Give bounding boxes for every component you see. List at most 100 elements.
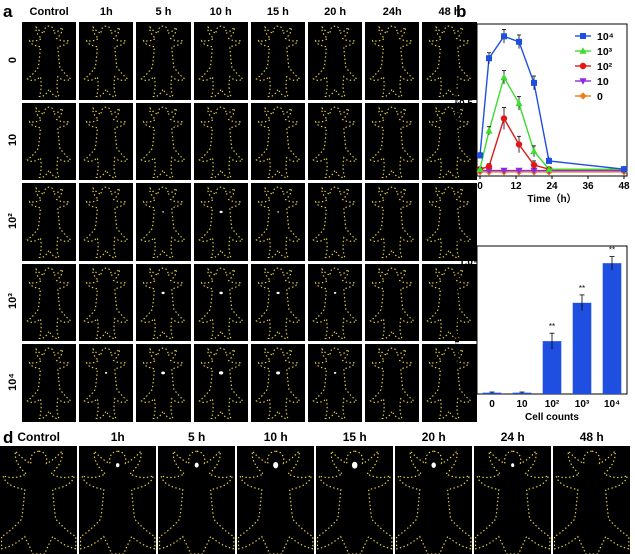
- image-panel: [193, 183, 248, 261]
- animal-outline: [0, 446, 77, 554]
- panel-b-line-chart: 0 12 24 36 48 0.0 0.5 1.0 Time（h） Normalized inte…: [455, 23, 630, 205]
- panel-d-label: d: [3, 428, 14, 447]
- data-point: [579, 92, 587, 100]
- animal-outline: [79, 103, 133, 181]
- y-tick-label: 1.0: [459, 30, 473, 41]
- image-panel: [250, 183, 305, 261]
- image-panel: [79, 446, 157, 554]
- image-panel: [365, 344, 420, 422]
- animal-outline: [22, 103, 76, 181]
- image-panel: [22, 22, 77, 100]
- animal-outline: [158, 446, 235, 554]
- x-tick-label: 12: [510, 181, 522, 192]
- dotted-outline: [256, 187, 299, 257]
- luminescence-signal: [105, 372, 108, 374]
- data-point: [500, 73, 508, 81]
- row-label: 10: [7, 134, 19, 147]
- data-point: [546, 157, 552, 164]
- dotted-outline: [85, 348, 128, 418]
- image-panel: [193, 344, 248, 422]
- animal-outline: [316, 446, 393, 554]
- data-point: [515, 167, 523, 175]
- data-point: [486, 55, 492, 62]
- luminescence-signal: [161, 291, 166, 294]
- image-panel: [79, 102, 134, 181]
- column-header: Control: [17, 430, 61, 444]
- dotted-outline: [313, 26, 356, 96]
- x-tick-label: 10³: [575, 399, 590, 410]
- image-panel: [365, 22, 420, 100]
- animal-outline: [422, 103, 476, 181]
- legend-label: 10²: [597, 61, 613, 73]
- animal-outline: [308, 183, 362, 261]
- data-point: [501, 33, 507, 40]
- animal-outline: [79, 22, 133, 100]
- dotted-outline: [2, 451, 76, 554]
- column-header: 24h: [382, 6, 402, 18]
- dotted-outline: [428, 268, 471, 338]
- dotted-outline: [27, 26, 70, 96]
- x-axis-label: Time（h）: [527, 192, 576, 205]
- animal-outline: [474, 446, 551, 554]
- bar: [482, 392, 502, 394]
- dotted-outline: [199, 348, 242, 418]
- dotted-outline: [428, 348, 471, 418]
- dotted-outline: [27, 348, 70, 418]
- animal-outline: [79, 344, 133, 422]
- luminescence-signal: [277, 211, 279, 213]
- panel-b-label: b: [456, 2, 467, 21]
- row-label: 10⁴: [7, 372, 19, 391]
- animal-outline: [251, 344, 305, 422]
- x-tick-label: 10: [516, 399, 528, 410]
- luminescence-signal: [351, 461, 358, 469]
- animal-outline: [136, 22, 190, 100]
- animal-outline: [22, 264, 76, 342]
- legend-entry: 10: [575, 76, 609, 88]
- row-label: 0: [7, 56, 19, 63]
- image-panel: [158, 446, 236, 554]
- significance-marker: **: [609, 246, 615, 255]
- column-header: 20 h: [421, 430, 446, 444]
- column-header: 10 h: [209, 6, 232, 18]
- data-point: [621, 166, 627, 173]
- column-header: 15 h: [342, 430, 367, 444]
- image-panel: [308, 183, 363, 261]
- luminescence-signal: [511, 463, 515, 468]
- image-panel: [136, 183, 191, 261]
- legend-entry: 10³: [575, 46, 613, 58]
- dotted-outline: [371, 268, 414, 338]
- image-panel: [365, 183, 420, 261]
- animal-outline: [422, 344, 476, 422]
- animal-outline: [22, 22, 76, 100]
- image-panel: [365, 102, 420, 180]
- image-panel: [79, 344, 134, 422]
- dotted-outline: [199, 268, 242, 338]
- legend-label: 10: [597, 76, 609, 88]
- image-panel: [193, 102, 248, 180]
- luminescence-signal: [273, 461, 279, 469]
- column-header: 20 h: [324, 6, 347, 18]
- data-point: [500, 115, 508, 122]
- column-header: 48 h: [438, 6, 461, 18]
- dotted-outline: [313, 187, 356, 257]
- animal-outline: [308, 264, 362, 342]
- y-tick-label: 0.0: [459, 167, 473, 178]
- data-point: [579, 47, 587, 54]
- animal-outline: [136, 183, 190, 261]
- column-header: 1h: [99, 6, 113, 18]
- data-point: [530, 167, 538, 175]
- image-panel: [250, 344, 305, 422]
- column-header: 48 h: [579, 430, 604, 444]
- y-tick-label: 0.5: [459, 323, 473, 334]
- animal-outline: [422, 183, 476, 261]
- dotted-outline: [85, 187, 128, 257]
- data-point: [515, 99, 523, 107]
- dotted-outline: [142, 348, 185, 418]
- dotted-outline: [142, 26, 185, 96]
- image-panel: [422, 183, 477, 261]
- dotted-outline: [142, 187, 185, 257]
- column-header: 10 h: [263, 430, 288, 444]
- animal-outline: [79, 264, 133, 342]
- legend-label: 0: [597, 91, 603, 103]
- dotted-outline: [85, 26, 128, 96]
